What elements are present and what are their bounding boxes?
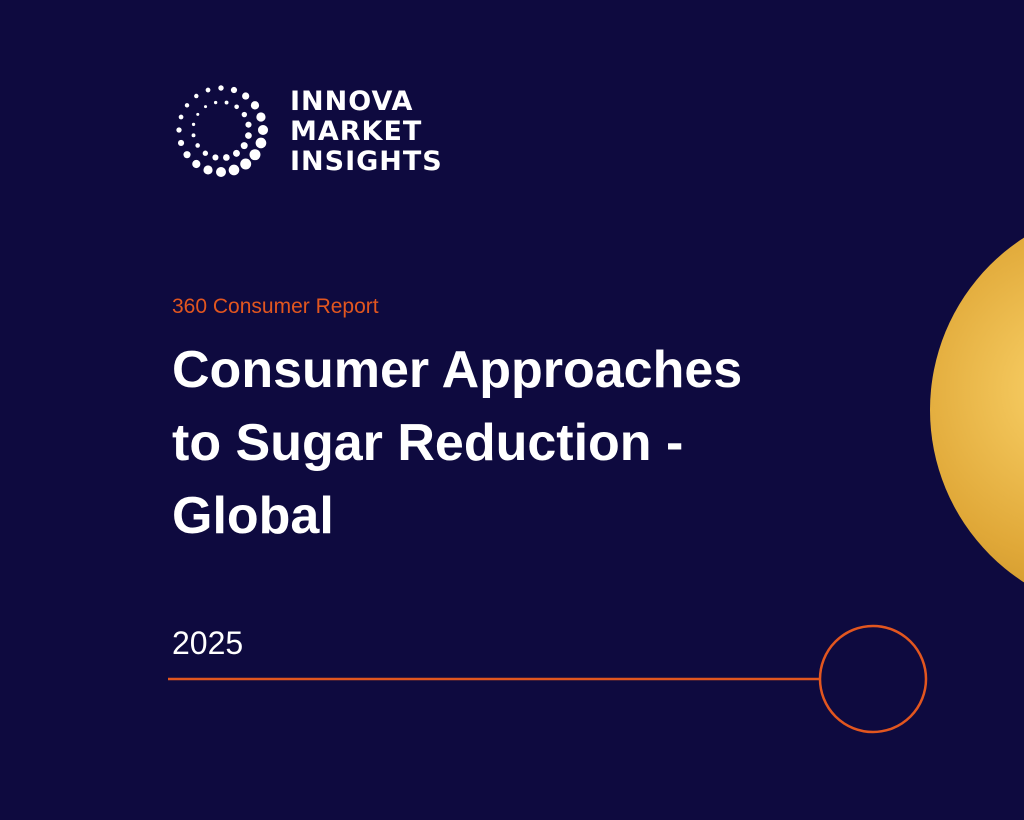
logo-dot [250,101,260,110]
logo-dot [230,86,238,94]
logo-dot [218,85,224,91]
gold-sphere [930,237,1024,583]
title-line: Global [172,487,334,545]
logo-dot [203,165,213,175]
logo-dot [176,127,182,133]
logo-line: INNOVA [290,86,413,117]
logo-dot [255,137,267,149]
report-type: 360 Consumer Report [172,295,379,318]
logo-dot [183,151,191,159]
logo-dot [177,139,185,147]
logo-dot [178,114,184,120]
logo-dot [202,150,209,156]
logo-dot [184,103,190,108]
logo-dot [213,100,218,105]
logo-dot [205,87,211,93]
logo-dot [204,105,208,109]
logo-dot [224,100,229,105]
logo-mark [176,85,269,177]
logo-dot [240,142,248,150]
logo-dot [216,167,226,177]
logo-dot [195,143,200,148]
logo-dot [212,154,219,161]
logo-dot [256,112,266,122]
logo-dot [191,122,196,127]
title-line: to Sugar Reduction - [172,414,683,472]
logo-dot [196,112,200,116]
logo-line: MARKET [290,116,422,147]
logo-dot [242,92,250,100]
logo-dot [245,132,252,139]
logo-dot [191,133,196,138]
logo-dot [223,154,230,161]
logo-dot [249,149,261,161]
year: 2025 [172,625,243,661]
title-line: Consumer Approaches [172,341,742,399]
logo-dot [192,159,201,169]
logo-dot [240,158,252,170]
logo-line: INSIGHTS [290,146,443,177]
ring [818,624,928,734]
logo-dot [257,124,269,136]
logo-dot [234,104,239,110]
logo-dot [245,121,252,128]
logo-dot [194,93,199,99]
logo-dot [228,164,240,176]
logo-dot [241,111,248,118]
logo-dot [232,149,240,157]
